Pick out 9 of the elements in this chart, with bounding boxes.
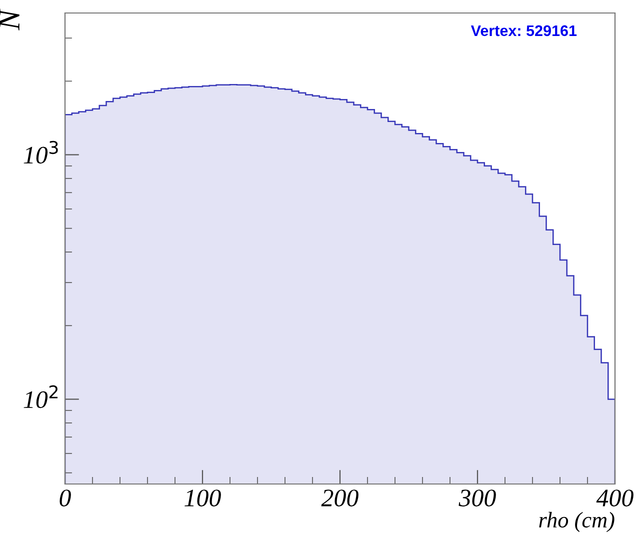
annotation: Vertex: 529161	[470, 25, 577, 36]
x-tick-label: 300	[458, 490, 496, 506]
y-tick-label: 10$^{2}$	[24, 385, 58, 408]
x-tick-label: 200	[321, 490, 358, 506]
x-tick-label: 100	[184, 490, 221, 506]
x-tick-label: 0	[60, 490, 71, 506]
y-tick-label: 10$^{3}$	[24, 140, 58, 164]
x-tick-label: 400	[596, 490, 634, 506]
x-axis-title: rho (cm)	[539, 512, 614, 532]
